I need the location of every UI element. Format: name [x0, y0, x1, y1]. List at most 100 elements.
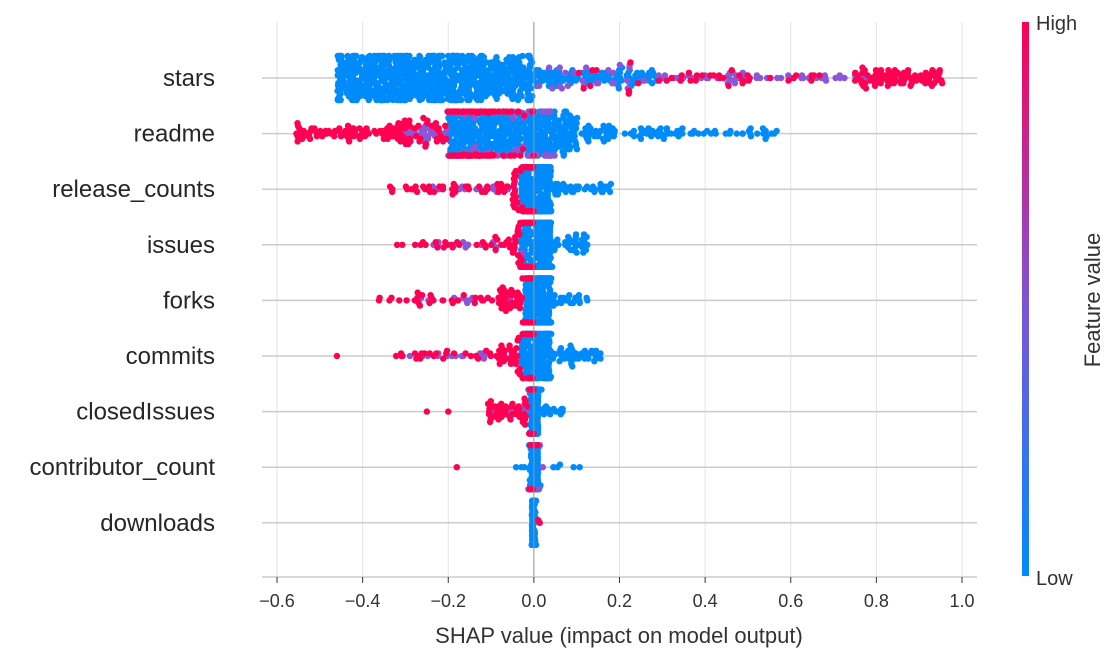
shap-point [649, 127, 656, 135]
shap-point [487, 398, 495, 405]
shap-point [376, 294, 383, 301]
shap-point [535, 517, 542, 524]
shap-point [538, 108, 546, 115]
shap-point [505, 236, 513, 243]
shap-point [523, 219, 530, 226]
shap-point [439, 52, 446, 60]
shap-point [399, 352, 406, 360]
shap-point [520, 64, 527, 71]
shap-point [548, 263, 556, 270]
shap-point [785, 77, 792, 84]
shap-point [499, 284, 506, 291]
shap-point [808, 77, 815, 84]
shap-point [541, 263, 549, 270]
shap-point [403, 52, 411, 60]
shap-point [938, 80, 946, 87]
shap-point [558, 299, 565, 307]
shap-point [675, 133, 682, 140]
shap-point [725, 82, 732, 90]
shap-point [634, 80, 642, 87]
shap-point [520, 112, 528, 119]
shap-point [587, 82, 594, 90]
shap-point [428, 122, 436, 129]
shap-point [562, 239, 569, 246]
shap-point [350, 133, 357, 140]
shap-point [555, 143, 563, 150]
shap-point [690, 127, 698, 135]
shap-point [319, 133, 326, 140]
shap-point [537, 219, 544, 226]
shap-point [858, 80, 865, 87]
shap-point [500, 152, 507, 159]
shap-point [585, 122, 592, 129]
shap-point [376, 127, 384, 135]
shap-point [515, 403, 522, 410]
shap-point [513, 411, 520, 418]
shap-point [491, 403, 499, 410]
shap-point [433, 138, 441, 145]
shap-point [416, 52, 423, 60]
shap-point [602, 183, 609, 190]
shap-point [420, 114, 427, 122]
shap-point [569, 363, 576, 370]
shap-point [913, 77, 920, 84]
shap-point [707, 130, 715, 137]
shap-point [773, 127, 780, 135]
shap-point [637, 125, 645, 132]
shap-point [351, 52, 359, 60]
shap-point [516, 371, 524, 378]
shap-point [547, 319, 555, 326]
shap-point [459, 108, 467, 115]
shap-point [693, 72, 701, 79]
shap-point [624, 77, 631, 84]
shap-point [573, 249, 580, 256]
shap-point [538, 386, 545, 393]
shap-point [480, 108, 487, 115]
shap-point [545, 164, 552, 171]
shap-point [578, 236, 586, 243]
shap-point [565, 292, 573, 299]
shap-point [637, 135, 645, 142]
shap-point [365, 130, 372, 137]
feature-label: contributor_count [30, 454, 216, 481]
shap-point [337, 133, 345, 140]
shap-point [504, 183, 511, 190]
shap-point [605, 67, 612, 74]
shap-point [699, 72, 706, 79]
shap-point [785, 72, 792, 79]
shap-point [550, 302, 557, 309]
shap-point [900, 69, 908, 77]
shap-point [483, 347, 490, 354]
shap-point [625, 90, 632, 97]
shap-point [425, 52, 432, 60]
shap-point [356, 125, 363, 132]
shap-point [511, 204, 518, 211]
shap-point [441, 59, 449, 66]
shap-point [687, 77, 694, 84]
shap-point [564, 82, 572, 90]
shap-point [500, 108, 507, 115]
shap-point [452, 96, 460, 104]
shap-point [483, 152, 490, 159]
shap-point [583, 294, 590, 301]
shap-point [747, 133, 755, 140]
shap-point [598, 69, 606, 77]
shap-point [522, 263, 530, 270]
shap-point [392, 352, 400, 360]
shap-point [922, 69, 930, 77]
shap-point [463, 152, 470, 159]
shap-point [579, 244, 586, 251]
shap-point [405, 140, 412, 148]
shap-point [529, 164, 537, 171]
shap-point [580, 249, 587, 256]
shap-point [519, 146, 527, 153]
shap-point [597, 180, 604, 188]
x-tick-label: 0.4 [693, 591, 718, 611]
shap-point [547, 208, 555, 215]
shap-point [655, 77, 663, 84]
shap-point [378, 96, 385, 104]
shap-point [616, 61, 624, 69]
shap-point [567, 183, 574, 190]
shap-point [546, 108, 553, 115]
shap-point [588, 347, 595, 354]
